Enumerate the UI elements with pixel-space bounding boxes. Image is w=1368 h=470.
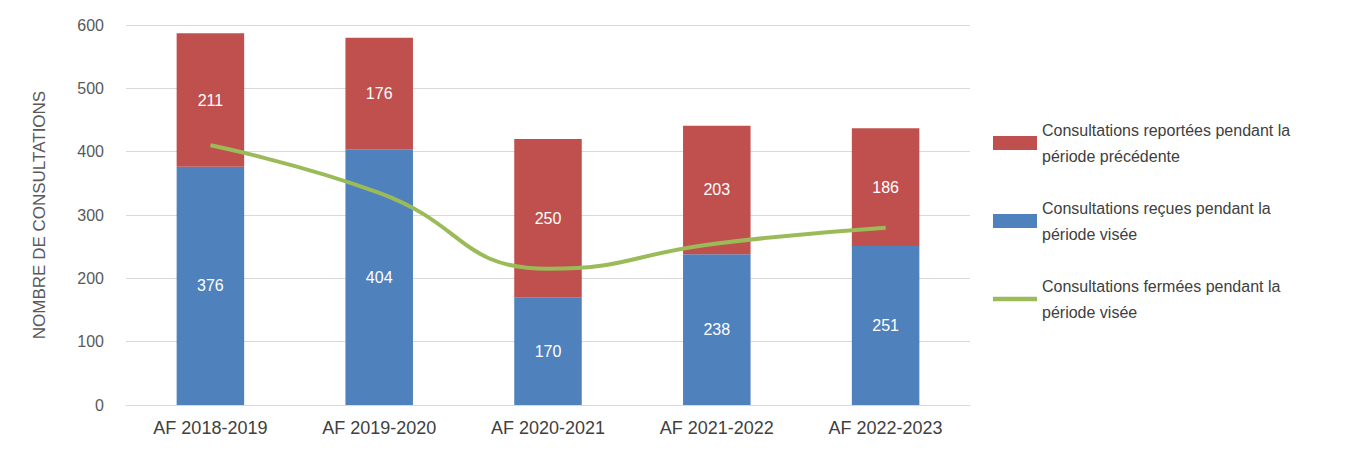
svg-text:Consultations fermées pendant: Consultations fermées pendant la — [1042, 278, 1285, 295]
svg-text:176: 176 — [366, 85, 393, 102]
svg-text:600: 600 — [77, 17, 104, 34]
svg-text:AF 2018-2019: AF 2018-2019 — [153, 418, 267, 438]
svg-text:170: 170 — [535, 343, 562, 360]
svg-text:Consultations reportées pendan: Consultations reportées pendant la — [1042, 122, 1295, 139]
svg-text:AF 2021-2022: AF 2021-2022 — [660, 418, 774, 438]
svg-text:période visée: période visée — [1042, 304, 1137, 321]
svg-text:404: 404 — [366, 269, 393, 286]
svg-text:AF 2020-2021: AF 2020-2021 — [491, 418, 605, 438]
svg-text:0: 0 — [95, 397, 104, 414]
svg-text:376: 376 — [197, 277, 224, 294]
svg-text:période précédente: période précédente — [1042, 148, 1180, 165]
svg-text:211: 211 — [198, 92, 224, 109]
svg-text:200: 200 — [77, 270, 104, 287]
svg-text:238: 238 — [703, 321, 730, 338]
svg-text:251: 251 — [872, 317, 899, 334]
svg-text:AF 2019-2020: AF 2019-2020 — [322, 418, 436, 438]
svg-text:203: 203 — [703, 181, 730, 198]
svg-text:période visée: période visée — [1042, 226, 1137, 243]
svg-text:500: 500 — [77, 80, 104, 97]
svg-text:250: 250 — [535, 210, 562, 227]
svg-text:400: 400 — [77, 143, 104, 160]
svg-text:NOMBRE DE CONSULTATIONS: NOMBRE DE CONSULTATIONS — [30, 91, 49, 339]
svg-text:186: 186 — [872, 179, 899, 196]
svg-text:100: 100 — [77, 333, 104, 350]
svg-text:Consultations reçues pendant l: Consultations reçues pendant la — [1042, 200, 1275, 217]
svg-text:300: 300 — [77, 207, 104, 224]
svg-text:AF 2022-2023: AF 2022-2023 — [829, 418, 943, 438]
